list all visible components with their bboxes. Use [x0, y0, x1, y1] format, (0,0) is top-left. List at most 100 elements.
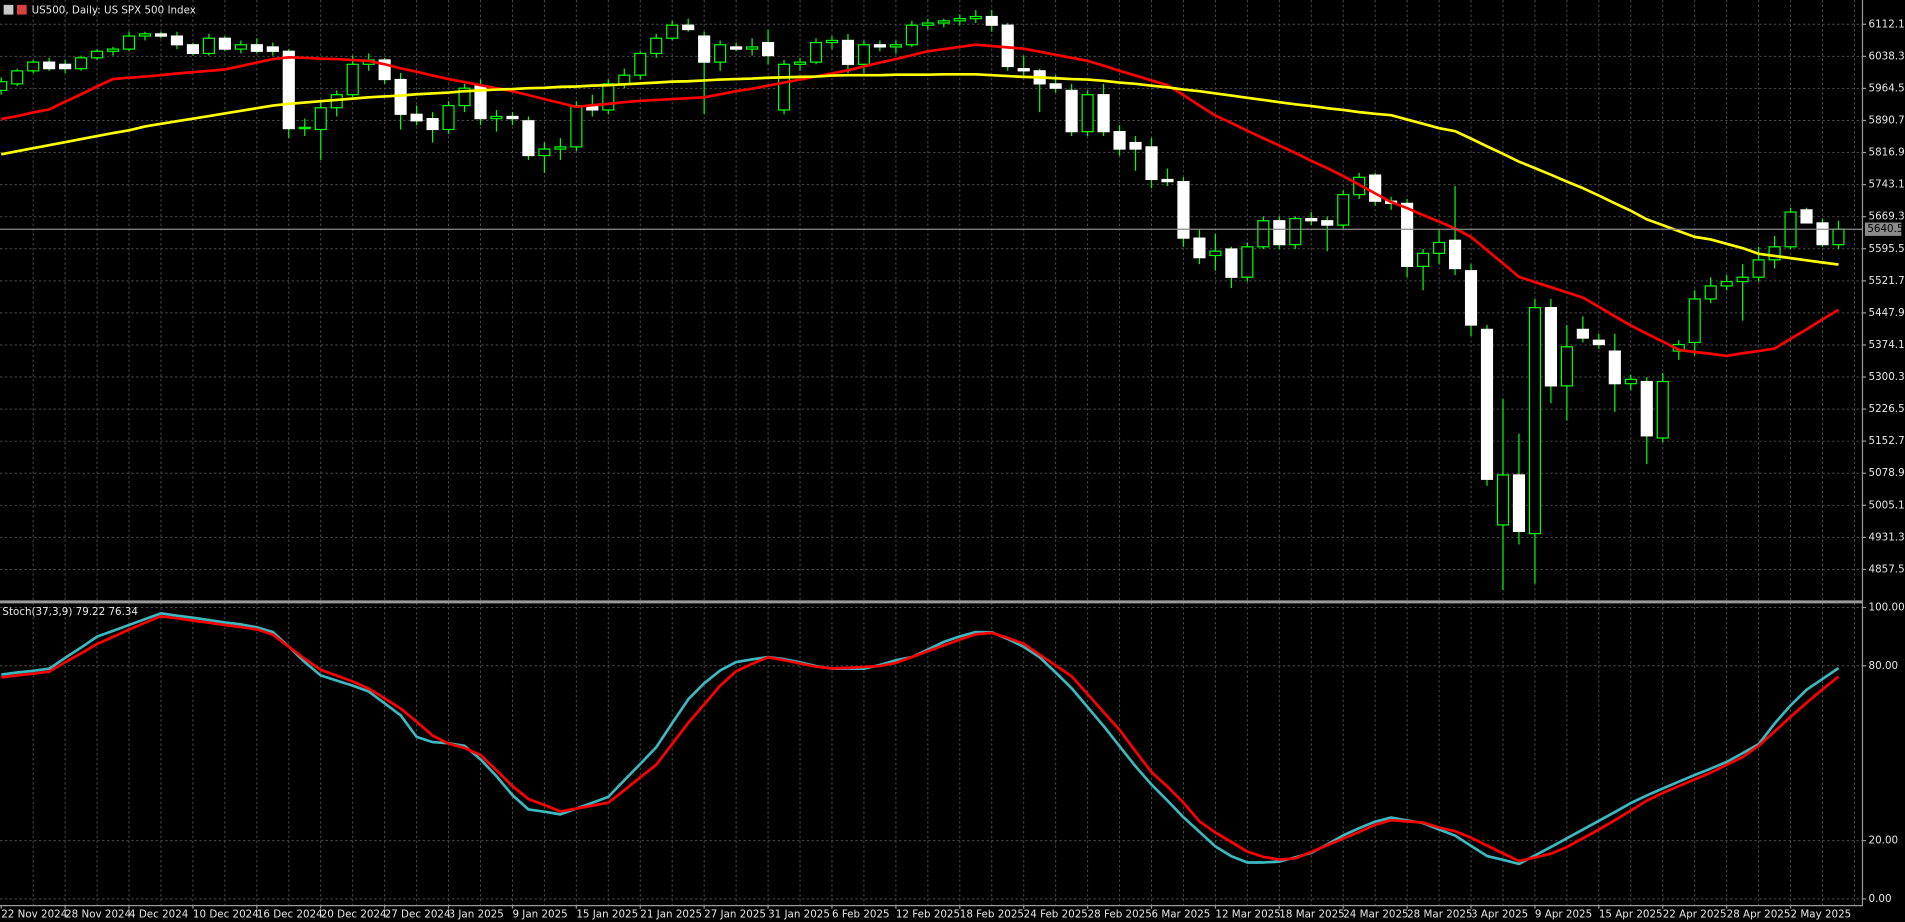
x-tick-label: 31 Jan 2025 [768, 909, 830, 921]
candle-body [122, 35, 136, 50]
candle-body [618, 74, 631, 85]
candle-body [314, 107, 327, 131]
x-tick-label: 12 Mar 2025 [1215, 909, 1280, 921]
candle-body [1448, 239, 1462, 270]
candle-body [1656, 380, 1669, 439]
chart-icon[interactable] [17, 4, 27, 15]
candle-body [1257, 220, 1270, 248]
candle-body [1560, 346, 1573, 387]
candle-body [1161, 178, 1174, 183]
x-tick-label: 9 Apr 2025 [1535, 909, 1592, 921]
candle-body [746, 46, 759, 50]
candle-body [1209, 250, 1222, 257]
x-tick-label: 20 Dec 2024 [321, 909, 387, 921]
y-tick-label: 20.00 [1869, 835, 1899, 847]
candle-body [1017, 68, 1030, 72]
candle-body [1736, 276, 1749, 283]
x-tick-label: 27 Dec 2024 [385, 909, 451, 921]
y-tick-label: 4857.5 [1869, 563, 1905, 575]
x-tick-label: 4 Dec 2024 [129, 909, 188, 921]
x-tick-label: 3 Jan 2025 [449, 909, 504, 921]
candle-body [154, 33, 168, 37]
candle-body [937, 20, 950, 24]
x-tick-label: 18 Mar 2025 [1279, 909, 1344, 921]
x-tick-label: 18 Feb 2025 [960, 909, 1024, 921]
x-tick-label: 22 Nov 2024 [1, 909, 67, 921]
candle-body [538, 148, 551, 157]
x-tick-label: 12 Feb 2025 [896, 909, 960, 921]
candle-body [11, 70, 24, 85]
candle-body [730, 46, 743, 50]
candle-body [1065, 89, 1078, 133]
x-tick-label: 28 Nov 2024 [65, 909, 131, 921]
candle-body [426, 118, 439, 131]
indicator-line [1, 614, 1840, 863]
x-tick-label: 16 Dec 2024 [257, 909, 323, 921]
y-tick-label: 5964.5 [1869, 82, 1905, 94]
indicator-line [0, 73, 1839, 266]
candle-body [1369, 174, 1382, 202]
indicator-line [0, 43, 1840, 358]
candle-body [1544, 307, 1557, 387]
last-price-label: 5640.5 [1867, 223, 1903, 235]
candle-body [1528, 307, 1542, 535]
y-tick-label: 5890.7 [1869, 114, 1905, 126]
y-tick-label: 6112.1 [1869, 18, 1905, 30]
candle-body [298, 126, 311, 130]
candle-body [921, 22, 934, 26]
menu-icon[interactable] [3, 4, 14, 15]
y-tick-label: 5669.3 [1869, 211, 1905, 223]
candle-body [1289, 217, 1302, 246]
y-tick-label: 4931.3 [1869, 531, 1905, 543]
candle-body [714, 44, 727, 63]
candle-body [1640, 380, 1653, 437]
candle-body [1688, 298, 1701, 344]
candle-body [0, 81, 8, 91]
candle-body [1225, 248, 1238, 278]
candle-body [1097, 94, 1110, 133]
candle-body [346, 63, 359, 96]
candle-body [1321, 220, 1334, 226]
candle-body [953, 18, 966, 22]
candle-body [762, 41, 775, 57]
x-tick-label: 27 Jan 2025 [704, 909, 766, 921]
x-tick-label: 22 Apr 2025 [1663, 909, 1727, 921]
candle-body [1752, 259, 1765, 278]
candle-body [410, 113, 423, 122]
candle-body [106, 48, 120, 52]
candle-body [1816, 222, 1829, 246]
candle-body [1512, 474, 1526, 533]
candle-body [1480, 328, 1494, 480]
candle-body [1608, 350, 1621, 385]
x-tick-label: 15 Apr 2025 [1599, 909, 1663, 921]
candle-body [1177, 181, 1190, 239]
y-tick-label: 5743.1 [1869, 179, 1905, 191]
candle-body [1081, 94, 1094, 133]
candle-body [634, 52, 647, 76]
x-tick-label: 28 Apr 2025 [1727, 909, 1791, 921]
x-tick-label: 24 Mar 2025 [1343, 909, 1408, 921]
y-tick-label: 5374.1 [1869, 339, 1905, 351]
y-tick-label: 100.00 [1869, 602, 1905, 614]
y-tick-label: 5595.5 [1869, 243, 1905, 255]
candle-body [43, 61, 56, 70]
candle-body [809, 41, 823, 63]
candle-body [522, 120, 535, 157]
candle-body [75, 57, 88, 70]
candle-body [202, 37, 215, 55]
candle-body [490, 115, 503, 120]
candle-body [841, 39, 855, 65]
candle-body [905, 24, 918, 46]
candle-body [1576, 328, 1589, 339]
candle-body [873, 44, 886, 48]
candle-body [985, 15, 998, 26]
y-tick-label: 5300.3 [1869, 371, 1905, 383]
candle-body [1417, 252, 1430, 267]
x-tick-label: 28 Mar 2025 [1407, 909, 1472, 921]
candle-body [378, 59, 391, 81]
x-tick-label: 2 May 2025 [1791, 909, 1852, 921]
candle-body [1832, 228, 1845, 246]
candle-body [1337, 194, 1350, 226]
candle-body [90, 50, 104, 59]
